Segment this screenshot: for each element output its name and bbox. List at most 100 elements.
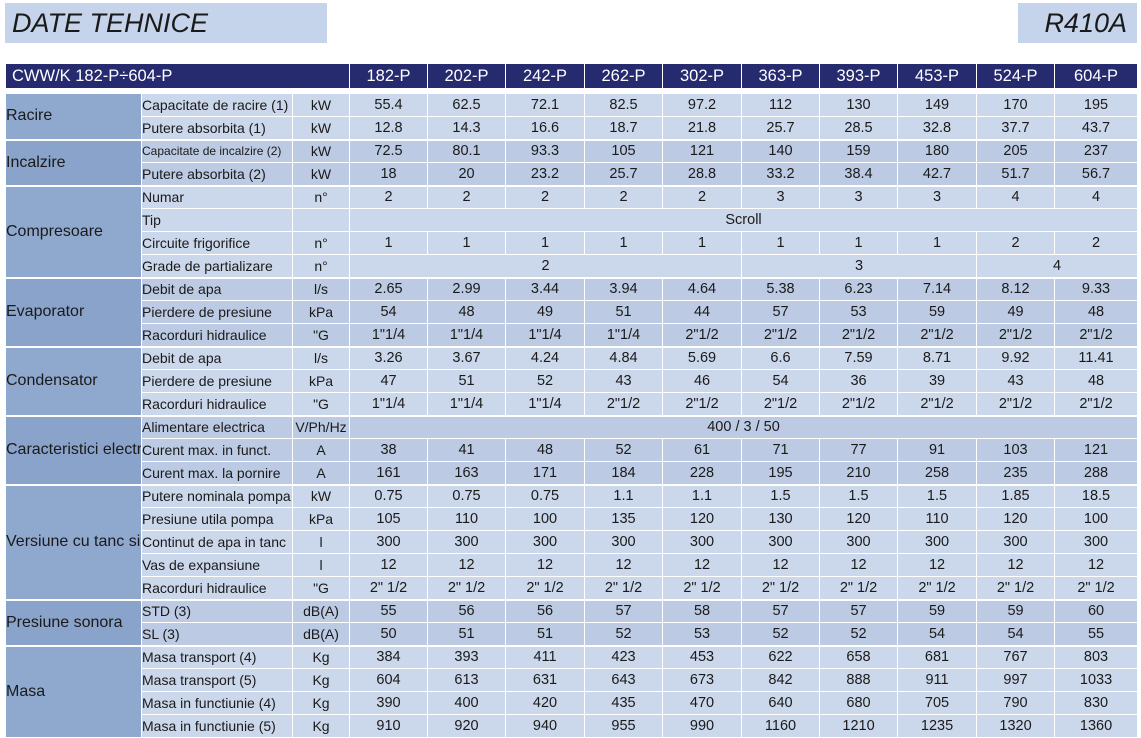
value-cell: 54	[349, 300, 429, 324]
value-cell: 2"1/2	[897, 392, 978, 416]
row-label: Masa transport (4)	[141, 644, 293, 669]
value-cell: 0.75	[349, 483, 429, 508]
value-cell: 8.12	[976, 276, 1056, 301]
value-cell: 5.69	[662, 345, 743, 370]
value-cell: 3	[819, 184, 899, 209]
table-row: Presiune sonora STD (3) dB(A) 55 56 56 57 58 57 5…	[5, 598, 1139, 646]
row-unit: Kg	[291, 714, 351, 738]
table-row: Tip Scroll	[6, 208, 1139, 232]
row-label: Putere absorbita (2)	[141, 162, 293, 186]
value-cell: 1.1	[662, 483, 743, 508]
value-cell: 3	[897, 184, 978, 209]
technical-data-table: CWW/K 182-P÷604-P 182-P 202-P 242-P 262-P 30…	[4, 63, 1139, 738]
row-unit	[291, 208, 351, 232]
value-cell: 52	[584, 438, 664, 462]
row-unit: Kg	[291, 644, 351, 669]
merged-value-cell: 3	[741, 254, 978, 278]
table-row: Racorduri hidraulice "G 2" 1/2 2" 1/2 2" 1/2…	[6, 576, 1139, 600]
value-cell: 9.33	[1054, 276, 1139, 301]
value-cell: 52	[741, 622, 821, 646]
value-cell: 57	[741, 300, 821, 324]
value-cell: 0.75	[505, 483, 586, 508]
merged-value-cell: 4	[976, 254, 1139, 278]
value-cell: 658	[819, 644, 899, 669]
column-header: 604-P	[1054, 63, 1139, 89]
value-cell: 91	[897, 438, 978, 462]
value-cell: 37.7	[976, 116, 1056, 140]
value-cell: 195	[741, 461, 821, 485]
section-label: Caracteristici electrice	[5, 414, 142, 485]
value-cell: 71	[741, 438, 821, 462]
value-cell: 56	[505, 598, 586, 623]
value-cell: 300	[1054, 530, 1139, 554]
value-cell: 48	[1054, 300, 1139, 324]
value-cell: 18.7	[584, 116, 664, 140]
value-cell: 300	[584, 530, 664, 554]
row-label: Tip	[141, 208, 293, 232]
row-label: Racorduri hidraulice	[141, 323, 293, 347]
value-cell: 20	[427, 162, 507, 186]
value-cell: 25.7	[741, 116, 821, 140]
value-cell: 135	[584, 507, 664, 531]
value-cell: 205	[976, 138, 1056, 163]
row-label: Masa transport (5)	[141, 668, 293, 692]
value-cell: 4	[976, 184, 1056, 209]
column-header: 393-P	[819, 63, 899, 89]
value-cell: 36	[819, 369, 899, 393]
value-cell: 830	[1054, 691, 1139, 715]
row-label: Masa in functiunie (4)	[141, 691, 293, 715]
value-cell: 6.6	[741, 345, 821, 370]
row-label: Debit de apa	[141, 345, 293, 370]
value-cell: 56.7	[1054, 162, 1139, 186]
section-label: Masa	[5, 644, 142, 738]
value-cell: 235	[976, 461, 1056, 485]
row-unit: kPa	[291, 507, 351, 531]
value-cell: 1"1/4	[349, 392, 429, 416]
value-cell: 2"1/2	[897, 323, 978, 347]
value-cell: 59	[976, 598, 1056, 623]
value-cell: 4.64	[662, 276, 743, 301]
value-cell: 3.94	[584, 276, 664, 301]
value-cell: 1210	[819, 714, 899, 738]
value-cell: 55	[1054, 622, 1139, 646]
value-cell: 920	[427, 714, 507, 738]
row-unit: l/s	[291, 276, 351, 301]
row-unit: kPa	[291, 369, 351, 393]
section-label: Presiune sonora	[5, 598, 142, 646]
value-cell: 100	[1054, 507, 1139, 531]
section-label: Incalzire	[5, 138, 142, 186]
value-cell: 121	[662, 138, 743, 163]
value-cell: 112	[741, 93, 821, 117]
section-label: Compresoare	[5, 184, 142, 278]
value-cell: 300	[505, 530, 586, 554]
value-cell: 12	[349, 553, 429, 577]
value-cell: 613	[427, 668, 507, 692]
value-cell: 12.8	[349, 116, 429, 140]
row-label: Alimentare electrica	[141, 414, 293, 439]
value-cell: 2"1/2	[1054, 392, 1139, 416]
value-cell: 38	[349, 438, 429, 462]
value-cell: 911	[897, 668, 978, 692]
table-row: Compresoare Numar n° 2 2 2 2 2 3 3 3 4 4	[5, 184, 1139, 278]
value-cell: 640	[741, 691, 821, 715]
value-cell: 258	[897, 461, 978, 485]
value-cell: 82.5	[584, 93, 664, 117]
table-row: Curent max. la pornire A 161 163 171 184 228 19…	[6, 461, 1139, 485]
value-cell: 103	[976, 438, 1056, 462]
value-cell: 1	[741, 231, 821, 255]
value-cell: 2" 1/2	[662, 576, 743, 600]
value-cell: 120	[662, 507, 743, 531]
value-cell: 140	[741, 138, 821, 163]
value-cell: 790	[976, 691, 1056, 715]
value-cell: 195	[1054, 93, 1139, 117]
column-header: 242-P	[505, 63, 586, 89]
row-unit: dB(A)	[291, 598, 351, 623]
value-cell: 120	[976, 507, 1056, 531]
value-cell: 12	[662, 553, 743, 577]
value-cell: 470	[662, 691, 743, 715]
table-row: Pierdere de presiune kPa 47 51 52 43 46 54 36 39 4…	[6, 369, 1139, 393]
table-row: Masa transport (5) Kg 604 613 631 643 673 842 88…	[6, 668, 1139, 692]
table-header-row: CWW/K 182-P÷604-P 182-P 202-P 242-P 262-P 30…	[4, 63, 1139, 89]
value-cell: 393	[427, 644, 507, 669]
value-cell: 105	[584, 138, 664, 163]
